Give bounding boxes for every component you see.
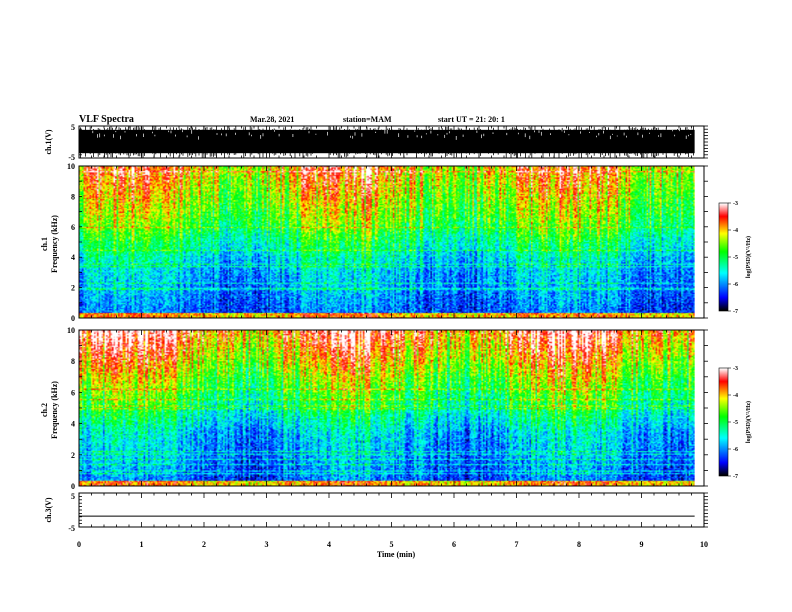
time-tick-label-4: 4 [327, 540, 331, 549]
ch1-waveform-trace [78, 126, 695, 158]
ch1-colorbar-gradient [719, 203, 728, 311]
time-tick-label-9: 9 [640, 540, 644, 549]
freq-tick-label-0: 0 [71, 314, 75, 323]
freq-tick-label-6: 6 [71, 223, 75, 232]
freq-tick-label-8: 8 [71, 192, 75, 201]
time-tick-label-3: 3 [265, 540, 269, 549]
freq-tick-label-6: 6 [71, 388, 75, 397]
ch1-colorbar-label: log(PSD)(V²/Hz) [745, 236, 752, 278]
header-start-time: start UT = 21: 20: 1 [438, 115, 505, 124]
ch1-waveform-panel: 5 -5 ch.1(V) [44, 123, 708, 162]
ch2-colorbar-label: log(PSD)(V²/Hz) [745, 401, 752, 443]
ch3-waveform-axes [78, 492, 708, 528]
ch1-colorbar: -3 -4 -5 -6 -7 log(PSD)(V²/Hz) [718, 201, 752, 315]
colorbar-tick-label--5: -5 [733, 255, 738, 261]
ch2-spectrogram-axes [78, 329, 708, 487]
ch1-waveform-ylabel: ch.1(V) [44, 129, 53, 154]
freq-tick-label-10: 10 [67, 326, 75, 335]
time-axis-label: Time (min) [377, 550, 416, 559]
ch2-colorbar-gradient [719, 368, 728, 476]
ch2-colorbar: -3 -4 -5 -6 -7 log(PSD)(V²/Hz) [718, 366, 752, 480]
freq-tick-label-2: 2 [71, 284, 75, 293]
ch3-ytick-bottom: -5 [68, 524, 75, 533]
time-tick-label-10: 10 [700, 540, 708, 549]
ch1-ytick-bottom: -5 [68, 153, 75, 162]
time-tick-label-6: 6 [452, 540, 456, 549]
colorbar-tick-label--4: -4 [733, 228, 738, 234]
ch1-spectrogram-axes [78, 165, 708, 319]
ch1-waveform-envelope [79, 129, 695, 154]
freq-tick-label-4: 4 [71, 253, 75, 262]
ch3-waveform-frame [78, 492, 705, 528]
ch3-waveform-ylabel: ch.3(V) [44, 497, 53, 522]
ch1-spectrogram-ylabel-channel: ch.1 [40, 237, 49, 251]
ch2-spectrogram-ylabel-channel: ch.2 [40, 403, 49, 417]
ch1-waveform-spikes [80, 126, 694, 158]
ch1-spectrogram-image [79, 166, 695, 318]
figure-title: VLF Spectra [79, 114, 134, 125]
ch2-spectrogram-panel: 0 2 4 6 8 10 ch.2 Frequency (kHz) -3 -4 -5 -6 -7 … [40, 326, 752, 491]
time-tick-label-8: 8 [577, 540, 581, 549]
time-axis-ticks: 0 1 2 3 4 5 6 7 8 9 10 [77, 540, 708, 549]
ch3-waveform-panel: 5 -5 ch.3(V) [44, 492, 708, 533]
header-station: station=MAM [343, 115, 392, 124]
colorbar-tick-label--6: -6 [733, 447, 738, 453]
freq-tick-label-0: 0 [71, 482, 75, 491]
freq-tick-label-4: 4 [71, 420, 75, 429]
ch1-ytick-top: 5 [71, 123, 75, 132]
time-tick-label-1: 1 [140, 540, 144, 549]
ch1-spectrogram-ylabel-frequency: Frequency (kHz) [50, 215, 59, 273]
ch3-ytick-top: 5 [71, 492, 75, 501]
colorbar-tick-label--3: -3 [733, 366, 738, 372]
time-tick-label-0: 0 [77, 540, 81, 549]
colorbar-tick-label--6: -6 [733, 282, 738, 288]
ch2-spectrogram-yticks: 0 2 4 6 8 10 [67, 326, 75, 491]
ch2-colorbar-ticks: -3 -4 -5 -6 -7 [728, 366, 738, 480]
ch1-spectrogram-yticks: 0 2 4 6 8 10 [67, 162, 75, 323]
colorbar-tick-label--5: -5 [733, 420, 738, 426]
colorbar-tick-label--7: -7 [733, 474, 738, 480]
time-tick-label-5: 5 [390, 540, 394, 549]
ch2-spectrogram-image [79, 330, 695, 486]
freq-tick-label-8: 8 [71, 357, 75, 366]
ch2-spectrogram-ylabel-frequency: Frequency (kHz) [50, 381, 59, 439]
header-date: Mar.28, 2021 [250, 115, 294, 124]
colorbar-tick-label--3: -3 [733, 201, 738, 207]
time-tick-label-2: 2 [202, 540, 206, 549]
colorbar-tick-label--7: -7 [733, 309, 738, 315]
colorbar-tick-label--4: -4 [733, 393, 738, 399]
ch1-spectrogram-panel: 0 2 4 6 8 10 ch.1 Frequency (kHz) -3 -4 -5 -6 -7 … [40, 162, 752, 323]
ch1-colorbar-ticks: -3 -4 -5 -6 -7 [728, 201, 738, 315]
time-tick-label-7: 7 [515, 540, 519, 549]
freq-tick-label-10: 10 [67, 162, 75, 171]
ch1-waveform-axes [78, 125, 708, 159]
freq-tick-label-2: 2 [71, 451, 75, 460]
